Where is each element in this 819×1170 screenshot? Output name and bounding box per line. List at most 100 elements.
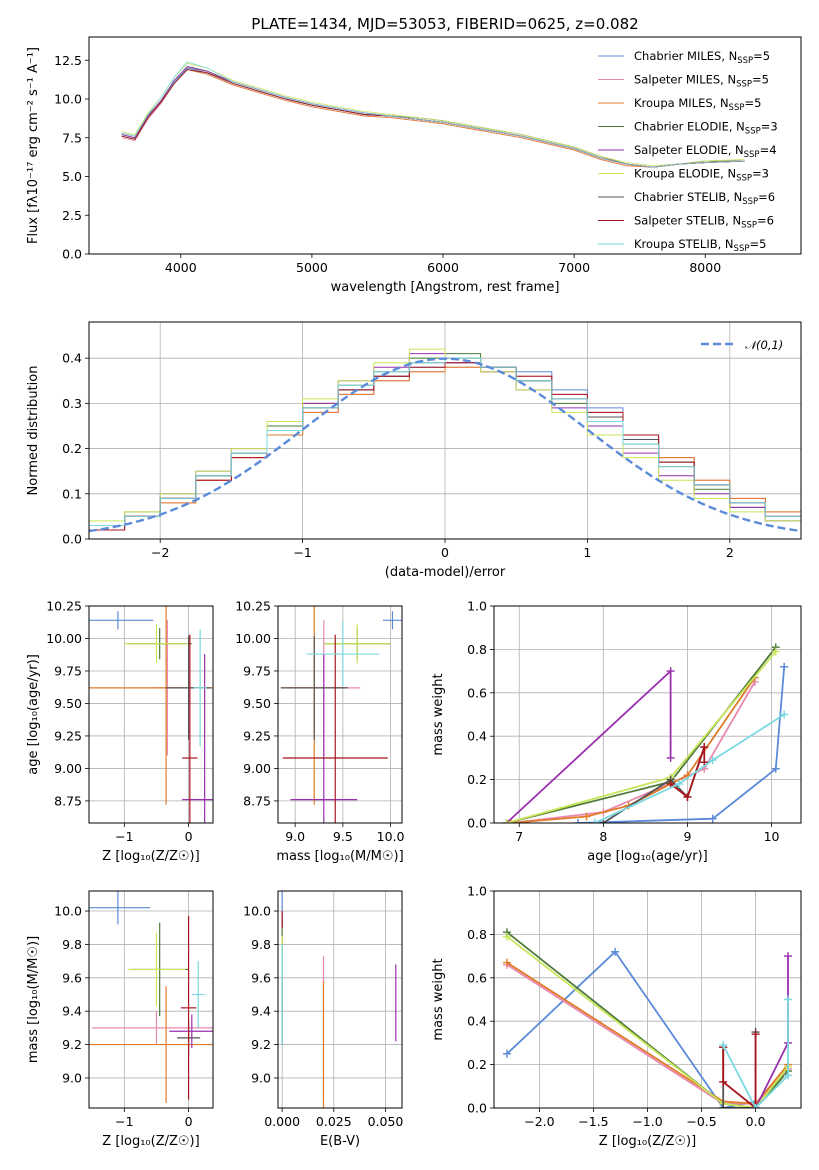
y-tick-label: 0.8 (467, 642, 487, 657)
weight-marker (506, 819, 515, 823)
y-tick-label: 10.00 (46, 631, 82, 646)
plot-area-spectrum (121, 61, 745, 168)
y-tick-label: 5.0 (62, 169, 82, 184)
y-tick-label: 0.0 (62, 532, 82, 547)
x-tick-label: 10 (764, 829, 780, 844)
plot-area-weight_vs_Z (494, 891, 801, 1108)
y-tick-label: 9.75 (54, 663, 82, 678)
y-tick-label: 0.4 (467, 1014, 487, 1029)
weight-line (506, 950, 756, 1108)
y-tick-label: 9.00 (243, 761, 271, 776)
x-tick-label: 0.000 (264, 1114, 300, 1129)
legend-entry: Salpeter ELODIE, NSSP=4 (634, 143, 777, 160)
weight-marker (771, 647, 780, 656)
x-axis-label: (data-model)/error (385, 565, 506, 580)
legend-entry: Kroupa ELODIE, NSSP=3 (634, 167, 769, 184)
weight-line (722, 999, 789, 1108)
x-axis-label: Z [log₁₀(Z/Z☉)] (102, 849, 199, 864)
legend-entry: Chabrier STELIB, NSSP=6 (634, 190, 775, 207)
plot-area-age_vs_Z (89, 606, 213, 823)
x-tick-label: −1.0 (632, 1114, 662, 1129)
x-tick-label: 4000 (165, 260, 197, 275)
y-tick-label: 9.50 (54, 696, 82, 711)
weight-marker (599, 819, 608, 823)
y-axis-label: mass weight (431, 958, 446, 1040)
y-tick-label: 0.2 (62, 441, 82, 456)
x-tick-label: −2 (151, 545, 169, 560)
axes-mass_vs_Z: −1 0 9.0 9.2 9.4 9.6 9.8 10.0 Z [log₁₀(Z/Z☉)] mas… (26, 890, 214, 1149)
y-tick-label: 9.50 (243, 696, 271, 711)
y-tick-label: 10.00 (235, 631, 271, 646)
y-tick-label: 9.00 (54, 761, 82, 776)
x-axis-label: age [log₁₀(age/yr)] (587, 849, 708, 864)
x-tick-label: −1 (293, 545, 311, 560)
y-tick-label: 1.0 (467, 884, 487, 899)
weight-marker (582, 812, 591, 821)
y-tick-label: 8.75 (243, 793, 271, 808)
error-bar-point (180, 916, 197, 1100)
y-tick-label: 0.8 (467, 927, 487, 942)
weight-marker (708, 756, 717, 765)
error-bar-point (323, 624, 391, 664)
error-bar-point (89, 891, 151, 925)
y-tick-label: 0.0 (467, 1101, 487, 1116)
plot-area-weight_vs_age (494, 606, 801, 823)
axes-frame (88, 321, 802, 540)
y-tick-label: 9.6 (62, 970, 82, 985)
x-tick-label: 1 (583, 545, 591, 560)
x-axis-label: wavelength [Angstrom, rest frame] (331, 280, 560, 295)
legend-entry: Salpeter STELIB, NSSP=6 (634, 214, 774, 231)
axes-residuals: −2 −1 0 1 2 0.0 0.1 0.2 0.3 0.4 (data-model)/error… (26, 321, 802, 580)
weight-marker (784, 995, 793, 1004)
weight-marker (771, 764, 780, 773)
weight-marker (751, 1104, 760, 1108)
x-tick-label: 2 (726, 545, 734, 560)
x-tick-label: 10.0 (377, 829, 405, 844)
y-tick-label: 0.1 (62, 486, 82, 501)
y-axis-label: mass [log₁₀(M/M☉)] (26, 936, 41, 1063)
x-tick-label: 0 (185, 1114, 193, 1129)
y-tick-label: 7.5 (62, 130, 82, 145)
y-tick-label: 2.5 (62, 208, 82, 223)
y-tick-label: 9.2 (62, 1037, 82, 1052)
y-axis-label: Flux [fλ10⁻¹⁷ erg cm⁻² s⁻¹ A⁻¹] (26, 47, 41, 244)
legend-entry: Chabrier ELODIE, NSSP=3 (634, 120, 778, 137)
error-bar-point (182, 634, 198, 823)
y-tick-label: 12.5 (54, 53, 82, 68)
chart-title: PLATE=1434, MJD=53053, FIBERID=0625, z=0… (251, 15, 638, 33)
y-tick-label: 9.25 (243, 728, 271, 743)
y-tick-label: 9.25 (54, 728, 82, 743)
histogram-step (89, 357, 801, 539)
weight-marker (751, 1030, 760, 1039)
error-bar-point (290, 654, 358, 823)
weight-marker (574, 819, 583, 823)
weight-marker (683, 792, 692, 801)
y-tick-label: 9.0 (62, 1070, 82, 1085)
y-tick-label: 10.25 (46, 599, 82, 614)
weight-marker (502, 819, 511, 823)
error-bar-point (282, 634, 388, 823)
error-bar-point (89, 986, 213, 1103)
x-tick-label: 8000 (689, 260, 721, 275)
weight-marker (719, 1041, 728, 1050)
axes-weight_vs_age: 7 8 9 10 0.0 0.2 0.4 0.6 0.8 1.0 age [log₁₀(age/yr… (431, 599, 802, 864)
plot-area-residuals (89, 322, 801, 539)
weight-marker (700, 743, 709, 752)
error-bar-point (193, 629, 207, 747)
y-tick-label: 9.75 (243, 663, 271, 678)
x-axis-label: Z [log₁₀(Z/Z☉)] (599, 1134, 696, 1149)
y-tick-label: 10.0 (54, 92, 82, 107)
y-tick-label: 0.0 (62, 247, 82, 262)
legend-entry: Kroupa MILES, NSSP=5 (634, 96, 761, 113)
x-tick-label: 0 (185, 829, 193, 844)
y-tick-label: 0.6 (467, 970, 487, 985)
weight-line (506, 961, 789, 1105)
axes-frame (277, 890, 403, 1109)
weight-marker (666, 667, 675, 676)
x-tick-label: 8 (599, 829, 607, 844)
legend-entry: Salpeter MILES, NSSP=5 (634, 73, 769, 90)
axes-age_vs_mass: 9.0 9.5 10.0 8.75 9.00 9.25 9.50 9.75 10.00 10.25… (235, 599, 405, 865)
weight-marker (708, 814, 717, 823)
gaussian-curve (89, 357, 801, 533)
